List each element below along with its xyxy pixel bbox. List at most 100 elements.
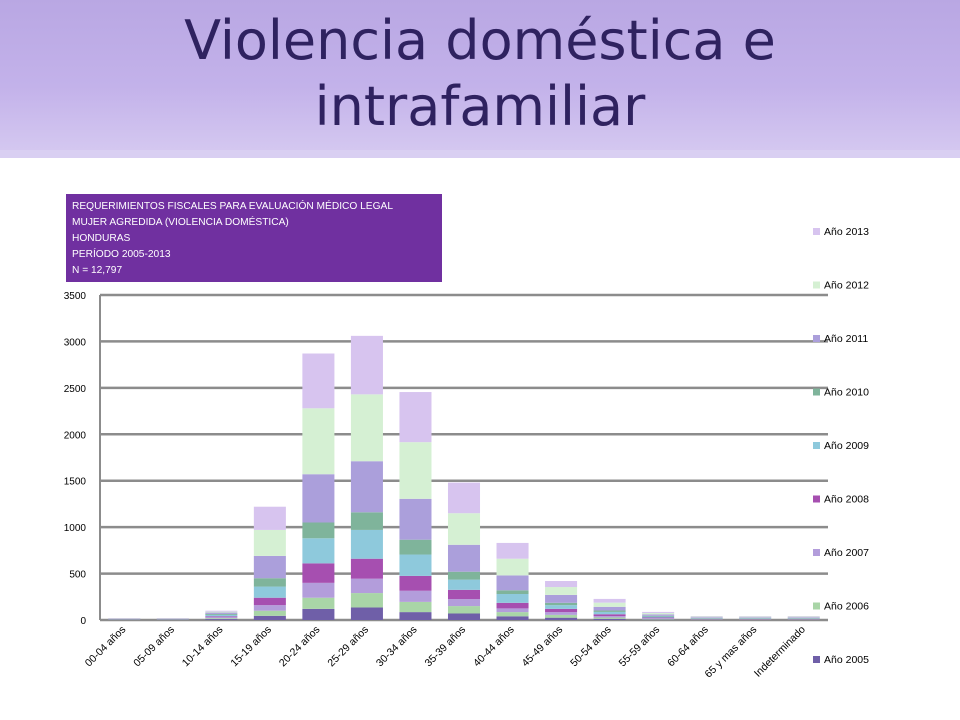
bar-segment [496, 558, 529, 576]
bar-segment [642, 616, 675, 618]
bar-segment [593, 611, 626, 615]
bar-segment [642, 618, 675, 619]
title-banner-band [0, 150, 960, 158]
bar-segment [253, 578, 286, 587]
legend-label: Año 2007 [824, 547, 869, 559]
x-tick-label: 55-59 años [617, 624, 663, 670]
bar-segment [253, 555, 286, 579]
bar-segment [447, 513, 481, 545]
x-tick-label: 40-44 años [471, 624, 517, 670]
x-tick-label: 65 y mas años [703, 624, 760, 681]
bar-segment [787, 616, 820, 618]
slide-title-line2: intrafamiliar [314, 75, 646, 138]
x-tick-label: 45-49 años [520, 624, 566, 670]
legend-label: Año 2012 [824, 280, 869, 292]
bar-segment [642, 614, 675, 616]
y-tick-label: 1500 [64, 477, 87, 488]
bar-segment [350, 529, 383, 559]
legend-label: Año 2006 [824, 601, 869, 613]
x-tick-label: 05-09 años [131, 624, 177, 670]
bar-segment [399, 612, 432, 620]
bar-segment [205, 616, 238, 618]
bar-segment [399, 539, 432, 555]
bar-segment [545, 614, 578, 618]
legend-swatch [813, 442, 820, 449]
bar-segment [496, 612, 529, 617]
info-line-4: PERÍODO 2005-2013 [72, 249, 171, 260]
x-tick-label: 20-24 años [277, 624, 323, 670]
bar-segment [350, 335, 383, 395]
bar-segment [545, 605, 578, 609]
bar-segment [447, 544, 481, 572]
bar-segment [447, 571, 481, 580]
bar-segment [545, 612, 578, 615]
bar-segment [253, 605, 286, 611]
bar-segment [642, 615, 675, 617]
bar-segment [399, 590, 432, 602]
legend-swatch [813, 388, 820, 396]
bar-segment [739, 616, 772, 618]
bar-segment [642, 611, 675, 614]
bar-segment [593, 602, 626, 607]
legend-swatch [813, 602, 820, 610]
bar-segment [302, 608, 335, 620]
y-tick-label: 500 [69, 570, 86, 581]
info-line-2: MUJER AGREDIDA (VIOLENCIA DOMÉSTICA) [72, 217, 289, 228]
bar-segment [350, 578, 383, 594]
legend-swatch [813, 228, 820, 235]
x-tick-label: 35-39 años [422, 624, 468, 670]
legend-swatch [813, 495, 820, 503]
legend-swatch [813, 335, 820, 342]
bar-segment [350, 558, 383, 579]
x-tick-label: 30-34 años [374, 624, 420, 670]
bar-segment [642, 618, 675, 620]
bar-segment [545, 594, 578, 603]
bar-segment [205, 619, 238, 620]
bar-segment [350, 593, 383, 608]
bar-segment [302, 538, 335, 564]
bar-segment [302, 408, 335, 475]
bar-segment [447, 482, 481, 514]
bar-segment [642, 613, 675, 615]
bar-segment [496, 608, 529, 613]
x-tick-label: 25-29 años [325, 624, 371, 670]
legend-label: Año 2009 [824, 440, 869, 452]
legend-label: Año 2013 [824, 226, 869, 238]
y-tick-label: 3000 [64, 337, 87, 348]
x-tick-label: 10-14 años [180, 624, 226, 670]
bar-segment [593, 598, 626, 603]
x-tick-label: 15-19 años [228, 624, 274, 670]
x-tick-label: 00-04 años [83, 624, 129, 670]
bar-segment [399, 442, 432, 499]
bar-segment [545, 617, 578, 620]
bar-segment [496, 616, 529, 620]
bar-segment [302, 353, 335, 409]
bar-segment [447, 579, 481, 590]
legend-swatch [813, 656, 820, 663]
bar-segment [593, 610, 626, 612]
bar-segment [253, 586, 286, 598]
bar-segment [593, 617, 626, 619]
x-tick-label: Indeterminado [752, 624, 808, 680]
bar-segment [253, 529, 286, 556]
bar-segment [399, 601, 432, 613]
bar-segment [593, 614, 626, 617]
bar-segment [205, 612, 238, 614]
bar-segment [205, 613, 238, 615]
legend-swatch [813, 281, 820, 289]
legend-label: Año 2010 [824, 387, 869, 399]
bar-segment [545, 587, 578, 595]
bar-segment [302, 522, 335, 539]
bar-segment [545, 581, 578, 588]
info-line-1: REQUERIMIENTOS FISCALES PARA EVALUACIÓN … [72, 201, 393, 212]
bar-segment [253, 506, 286, 530]
bar-segment [496, 594, 529, 603]
slide-title-line1: Violencia doméstica e [184, 9, 776, 72]
bar-segment [496, 590, 529, 594]
slide-title: Violencia doméstica e intrafamiliar [0, 8, 960, 140]
bar-segment [496, 602, 529, 609]
bar-segment [447, 606, 481, 614]
bar-segment [253, 615, 286, 620]
bar-segment [642, 617, 675, 619]
